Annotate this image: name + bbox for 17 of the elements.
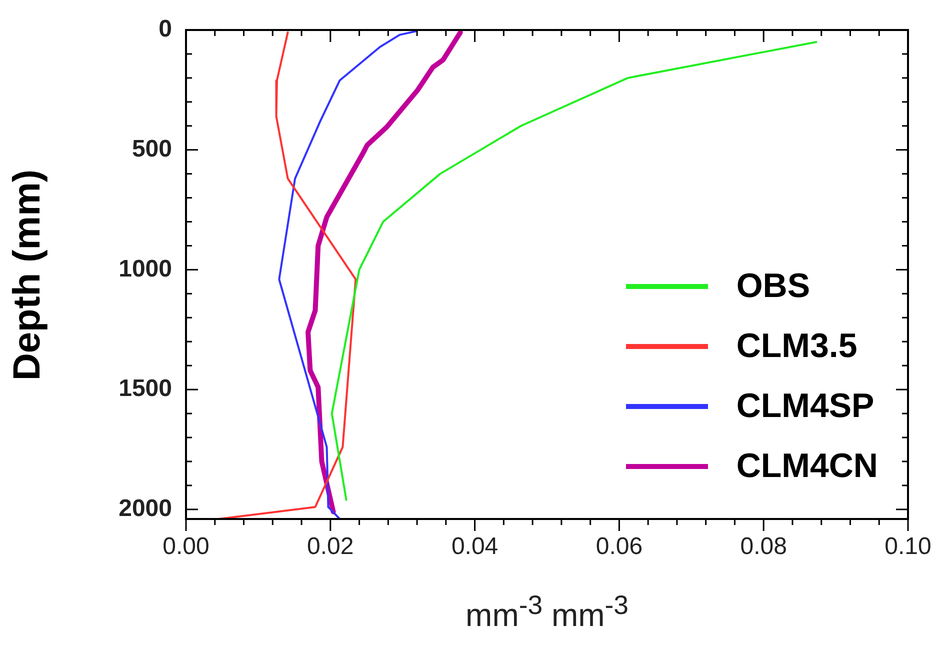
legend-label: CLM4CN — [736, 446, 878, 486]
x-tick-label: 0.10 — [884, 533, 932, 560]
x-tick-label: 0.02 — [307, 533, 354, 560]
y-tick-label: 2000 — [118, 495, 172, 522]
legend-label: CLM4SP — [736, 386, 874, 426]
y-axis-title: Depth (mm) — [6, 168, 50, 380]
y-tick-label: 1500 — [118, 375, 172, 402]
legend-label: OBS — [736, 266, 810, 306]
y-tick-label: 500 — [132, 135, 172, 162]
x-tick-label: 0.06 — [596, 533, 643, 560]
x-tick-label: 0.08 — [740, 533, 787, 560]
legend-label: CLM3.5 — [736, 326, 858, 366]
x-axis-title: mm$^{-3}$ mm$^{-3}$ — [466, 590, 628, 634]
x-tick-label: 0.00 — [162, 533, 210, 560]
y-tick-label: 0 — [158, 16, 172, 43]
x-tick-label: 0.04 — [451, 533, 498, 560]
y-tick-label: 1000 — [118, 255, 172, 282]
